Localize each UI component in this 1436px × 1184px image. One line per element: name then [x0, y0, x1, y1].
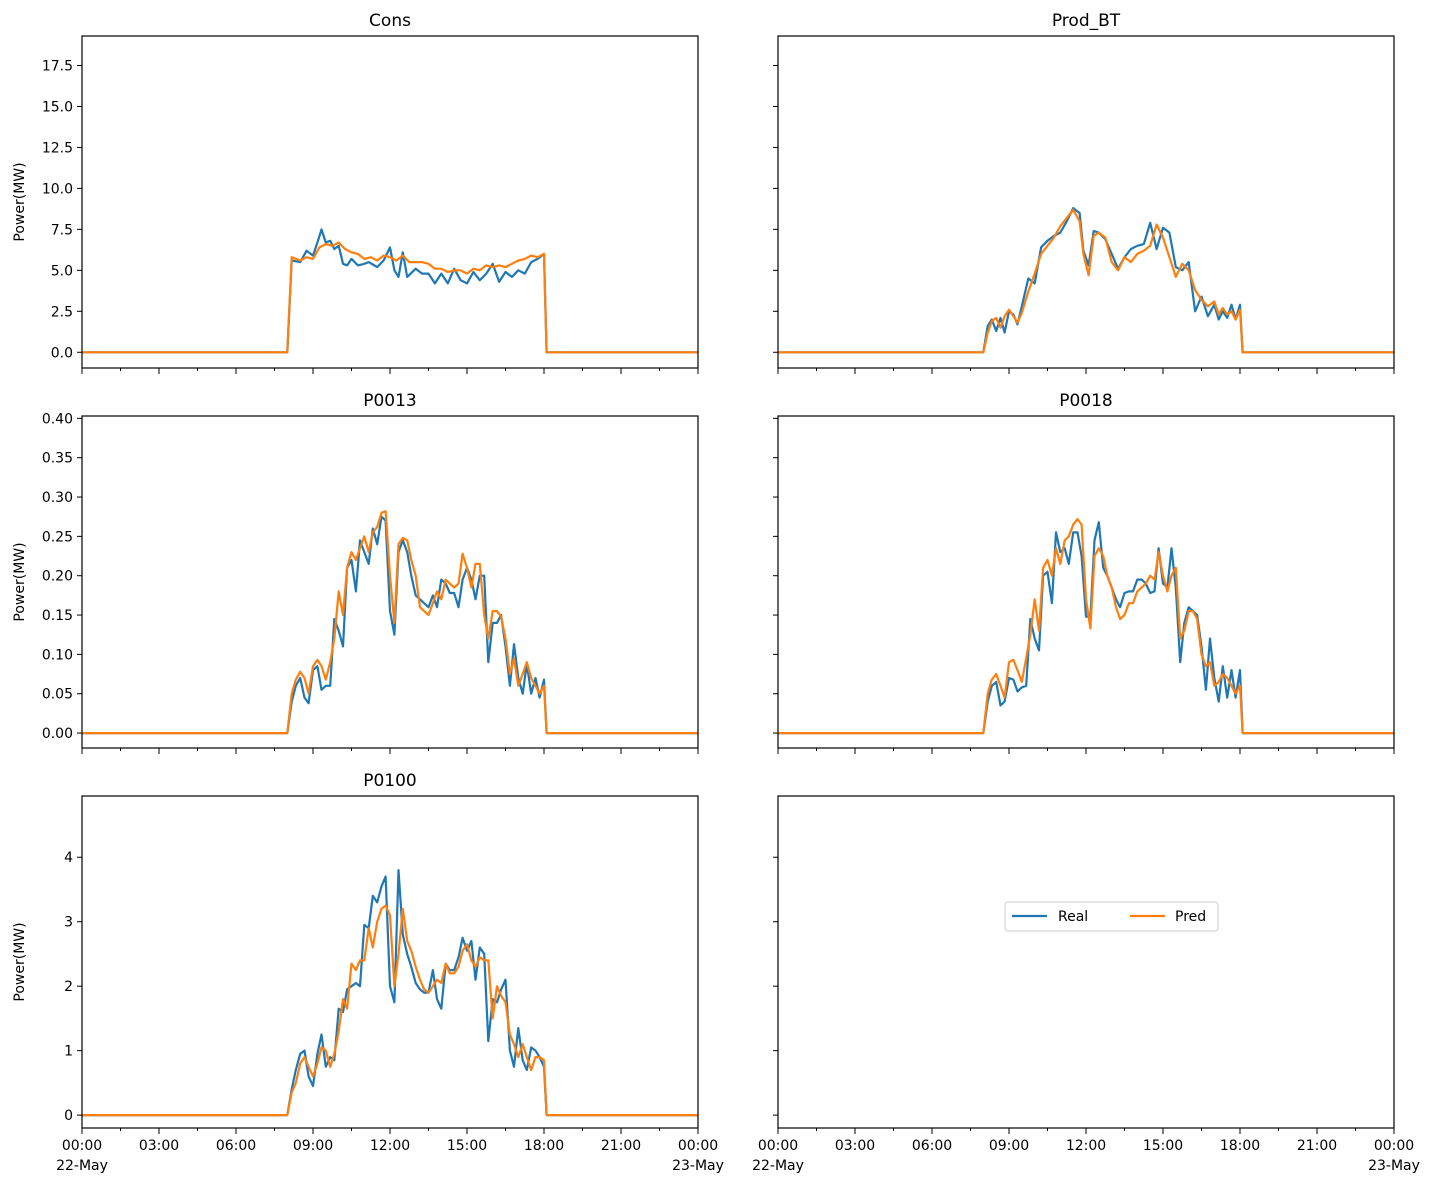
y-tick-label-p0013: 0.35 [42, 451, 73, 467]
x-tick-label-right: 03:00 [835, 1138, 875, 1154]
y-tick-label-p0013: 0.20 [42, 569, 73, 585]
y-tick-label-p0013: 0.10 [42, 647, 73, 663]
panel-p0013: P0013 0.00 0.05 0.10 0.15 0.20 0.25 0.30 0.35 0.4… [12, 391, 699, 754]
x-tick-label-left: 12:00 [370, 1138, 410, 1154]
y-tick-label-p0013: 0.00 [42, 726, 73, 742]
panel-title-p0100: P0100 [363, 771, 417, 791]
x-date-end-label: 23-May [1368, 1158, 1420, 1174]
x-tick-label-right: 18:00 [1220, 1138, 1260, 1154]
panel-prod-bt: Prod_BT [773, 11, 1395, 374]
x-date-start-label: 22-May [752, 1158, 804, 1174]
x-date-start-label: 22-May [56, 1158, 108, 1174]
y-axis-label-p0100: Power(MW) [12, 922, 28, 1001]
y-tick-label-p0100: 1 [64, 1044, 73, 1060]
series-line-pred-cons [82, 241, 698, 354]
x-tick-label-right: 06:00 [912, 1138, 952, 1154]
panel-title-cons: Cons [369, 11, 411, 31]
panel-p0018: P0018 [773, 391, 1395, 754]
x-tick-label-left: 21:00 [601, 1138, 641, 1154]
y-tick-label-cons: 7.5 [51, 222, 73, 238]
legend: Real Pred [1004, 901, 1219, 932]
y-tick-label-p0013: 0.15 [42, 608, 73, 624]
x-tick-label-left: 18:00 [524, 1138, 564, 1154]
y-tick-label-cons: 15.0 [42, 99, 73, 115]
series-line-pred-p0013 [82, 510, 698, 735]
y-tick-label-p0013: 0.40 [42, 411, 73, 427]
x-tick-label-right: 09:00 [989, 1138, 1029, 1154]
y-tick-label-cons: 10.0 [42, 181, 73, 197]
y-tick-label-p0013: 0.30 [42, 490, 73, 506]
y-tick-label-cons: 2.5 [51, 304, 73, 320]
y-tick-label-cons: 5.0 [51, 263, 73, 279]
legend-pred-label: Pred [1175, 909, 1206, 925]
x-tick-label-right: 15:00 [1143, 1138, 1183, 1154]
y-axis-label-cons: Power(MW) [12, 162, 28, 241]
legend-real-label: Real [1058, 909, 1088, 925]
x-tick-label-left: 00:00 [678, 1138, 718, 1154]
y-tick-label-cons: 0.0 [51, 345, 73, 361]
x-tick-label-right: 00:00 [758, 1138, 798, 1154]
series-line-real-cons [82, 228, 698, 354]
x-tick-label-left: 09:00 [293, 1138, 333, 1154]
panel-cons: Cons 0.0 2.5 5.0 7.5 10.0 12.5 15.0 17.5 Power(MW… [12, 11, 699, 374]
y-tick-label-p0013: 0.05 [42, 687, 73, 703]
series-line-pred-p0018 [778, 518, 1394, 735]
y-tick-label-cons: 12.5 [42, 140, 73, 156]
y-tick-label-p0100: 2 [64, 979, 73, 995]
y-axis-label-p0013: Power(MW) [12, 542, 28, 621]
x-tick-label-left: 15:00 [447, 1138, 487, 1154]
y-tick-label-p0100: 0 [64, 1108, 73, 1124]
legend-box [1004, 901, 1219, 932]
y-tick-label-p0100: 3 [64, 915, 73, 931]
panel-p0100: P0100 0 1 2 3 4 Power(MW) [12, 771, 699, 1134]
x-tick-label-right: 00:00 [1374, 1138, 1414, 1154]
x-date-end-label: 23-May [672, 1158, 724, 1174]
x-axis-labels: 00:00 03:00 06:00 09:00 12:00 15:00 18:00 21:00… [56, 1138, 1420, 1174]
series-line-pred-p0100 [82, 904, 698, 1117]
x-tick-label-left: 00:00 [62, 1138, 102, 1154]
y-tick-label-p0100: 4 [64, 850, 73, 866]
panel-title-p0013: P0013 [363, 391, 417, 411]
x-tick-label-right: 12:00 [1066, 1138, 1106, 1154]
panel-title-p0018: P0018 [1059, 391, 1113, 411]
y-tick-label-p0013: 0.25 [42, 529, 73, 545]
empty-panel-ticks [773, 856, 1395, 1134]
panels: Cons 0.0 2.5 5.0 7.5 10.0 12.5 15.0 17.5 Power(MW… [12, 11, 1395, 1134]
x-tick-label-left: 06:00 [216, 1138, 256, 1154]
x-tick-label-right: 21:00 [1297, 1138, 1337, 1154]
panel-title-prod-bt: Prod_BT [1052, 11, 1121, 31]
series-line-pred-prod-bt [778, 208, 1394, 354]
x-tick-label-left: 03:00 [139, 1138, 179, 1154]
empty-panel: Real Pred [773, 795, 1395, 1134]
y-tick-label-cons: 17.5 [42, 58, 73, 74]
